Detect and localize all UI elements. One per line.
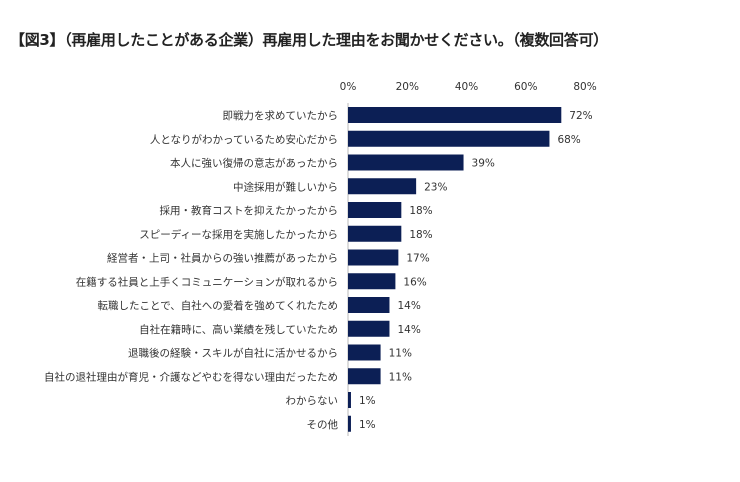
category-label: 採用・教育コストを抑えたかったから [160, 204, 339, 217]
bar [348, 225, 402, 242]
data-label: 16% [403, 276, 426, 288]
x-tick-label: 0% [340, 81, 357, 93]
bar [348, 320, 390, 337]
data-label: 17% [406, 253, 429, 265]
category-label: 転職したことで、自社への愛着を強めてくれたため [98, 299, 338, 312]
bar [348, 344, 381, 361]
chart-title: 【図3】（再雇用したことがある企業）再雇用した理由をお聞かせください。（複数回答… [10, 31, 608, 49]
data-label: 14% [397, 300, 420, 312]
x-tick-label: 20% [396, 81, 419, 93]
data-label: 23% [424, 181, 447, 193]
bar [348, 297, 390, 313]
category-label: わからない [286, 395, 339, 407]
category-label: 経営者・上司・社員からの強い推薦があったから [107, 252, 338, 265]
bar [348, 130, 550, 147]
category-label: 自社の退社理由が育児・介護などやむを得ない理由だったため [44, 370, 338, 383]
bar [348, 202, 402, 218]
data-label: 72% [569, 110, 592, 122]
x-tick-label: 80% [573, 81, 596, 93]
data-label: 11% [389, 371, 412, 383]
category-label: 人となりがわかっているため安心だから [150, 133, 338, 146]
bar [348, 368, 381, 385]
bar [348, 249, 399, 266]
bar [348, 178, 417, 195]
x-tick-label: 60% [514, 81, 537, 93]
bar [348, 273, 396, 290]
category-label: 即戦力を求めていたから [223, 109, 339, 122]
data-label: 11% [389, 348, 412, 360]
category-label: 在籍する社員と上手くコミュニケーションが取れるから [76, 275, 338, 288]
bar [348, 415, 351, 432]
category-label: その他 [307, 418, 339, 431]
data-label: 18% [409, 205, 432, 217]
data-label: 68% [557, 134, 580, 146]
bar [348, 392, 351, 408]
category-label: 退職後の経験・スキルが自社に活かせるから [128, 347, 338, 360]
data-label: 18% [409, 229, 432, 241]
category-label: 本人に強い復帰の意志があったから [170, 157, 338, 170]
x-tick-label: 40% [455, 81, 478, 93]
data-label: 39% [472, 158, 495, 170]
data-label: 14% [397, 324, 420, 336]
bar [348, 107, 562, 123]
data-label: 1% [359, 419, 376, 431]
category-label: スピーディーな採用を実施したかったから [139, 228, 338, 241]
data-label: 1% [359, 395, 376, 407]
category-label: 自社在籍時に、高い業績を残していたため [139, 323, 338, 336]
bar [348, 154, 464, 171]
category-label: 中途採用が難しいから [233, 180, 338, 193]
